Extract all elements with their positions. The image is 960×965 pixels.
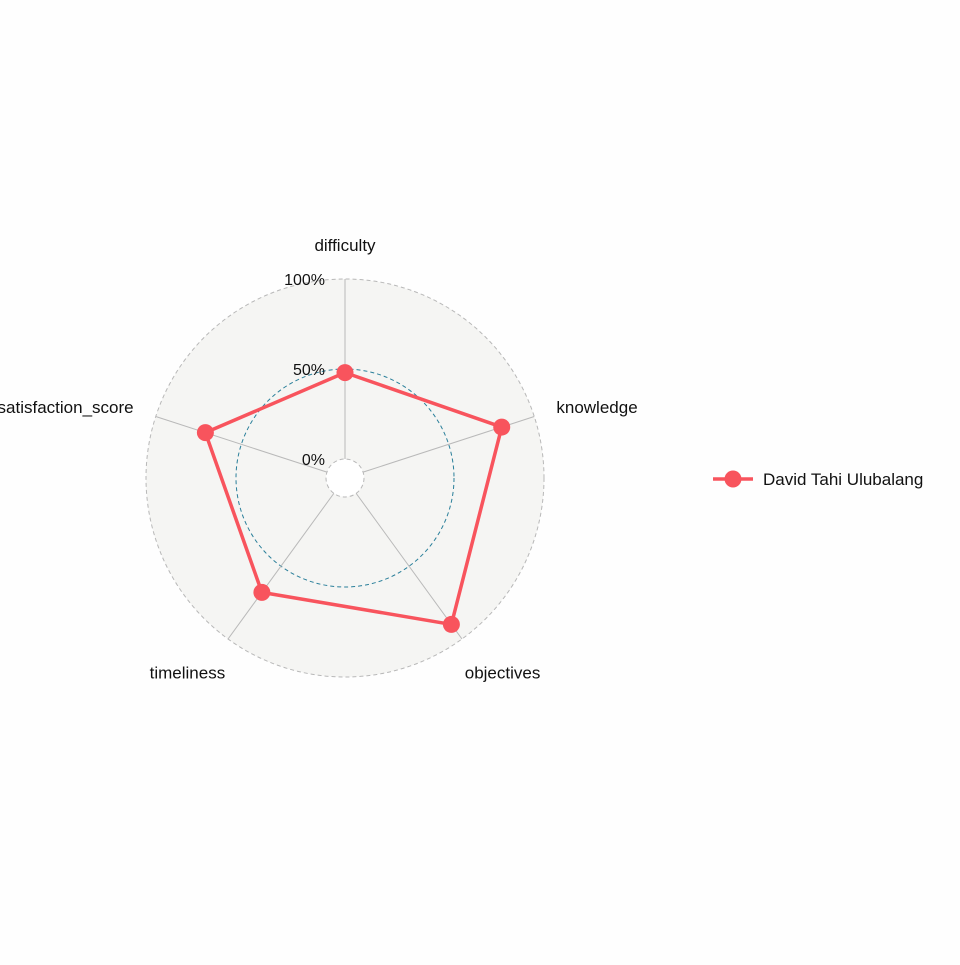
- axis-label-satisfaction_score: satisfaction_score: [0, 398, 134, 417]
- label-layer: 0% 50% 100% difficulty knowledge objectives ti…: [0, 236, 638, 683]
- data-point-difficulty: [336, 364, 354, 382]
- spoke-satisfaction_score: [155, 416, 328, 473]
- axis-label-knowledge: knowledge: [556, 398, 637, 417]
- axis-label-difficulty: difficulty: [314, 236, 376, 255]
- grid-label: 0%: [302, 452, 325, 469]
- axis-label-timeliness: timeliness: [150, 664, 226, 683]
- spoke-timeliness: [227, 493, 335, 640]
- data-point-timeliness: [253, 583, 271, 601]
- axis-label-objectives: objectives: [465, 664, 541, 683]
- grid-layer: [145, 278, 545, 678]
- grid-circle-0: [325, 458, 365, 498]
- grid-label: 50%: [293, 362, 325, 379]
- series-line: [203, 370, 504, 627]
- series-layer: [196, 364, 511, 633]
- legend-marker: [724, 470, 742, 488]
- data-point-knowledge: [493, 418, 511, 436]
- spoke-objectives: [355, 493, 463, 640]
- grid-label: 100%: [284, 272, 325, 289]
- data-point-satisfaction_score: [196, 424, 214, 442]
- legend-layer: David Tahi Ulubalang: [713, 470, 923, 489]
- data-point-objectives: [442, 615, 460, 633]
- legend-label: David Tahi Ulubalang: [763, 470, 923, 489]
